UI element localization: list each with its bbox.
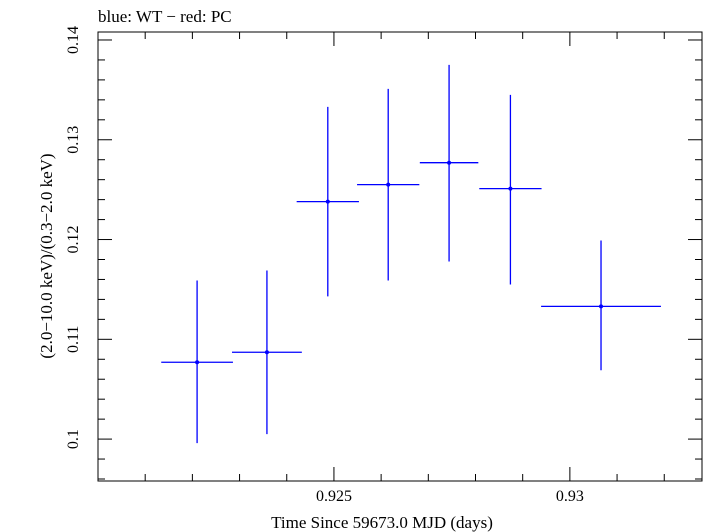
plot-frame <box>97 31 703 482</box>
y-tick-label: 0.1 <box>65 429 82 449</box>
point-marker <box>447 160 452 165</box>
data-point <box>161 280 233 444</box>
point-marker <box>264 350 269 355</box>
point-marker <box>508 186 513 191</box>
point-marker <box>386 182 391 187</box>
data-point <box>232 270 302 435</box>
data-point <box>541 240 661 371</box>
axis-ticks: 0.1 0.11 0.12 0.13 0.14 0.925 0.93 <box>65 26 702 505</box>
point-marker <box>599 304 604 309</box>
data-point <box>479 94 542 285</box>
data-point <box>296 106 359 297</box>
chart-title: blue: WT − red: PC <box>98 7 232 26</box>
x-tick-label: 0.925 <box>316 488 352 505</box>
x-tick-label: 0.93 <box>556 488 584 505</box>
y-tick-label: 0.13 <box>65 126 82 154</box>
y-axis-label: (2.0−10.0 keV)/(0.3−2.0 keV) <box>37 153 56 358</box>
y-tick-label: 0.14 <box>65 26 82 54</box>
data-points <box>161 64 661 444</box>
data-point <box>419 64 479 262</box>
data-point <box>357 88 420 281</box>
point-marker <box>195 360 200 365</box>
x-axis-label: Time Since 59673.0 MJD (days) <box>271 513 493 532</box>
point-marker <box>325 199 330 204</box>
y-tick-label: 0.12 <box>65 226 82 254</box>
y-tick-label: 0.11 <box>65 326 82 353</box>
